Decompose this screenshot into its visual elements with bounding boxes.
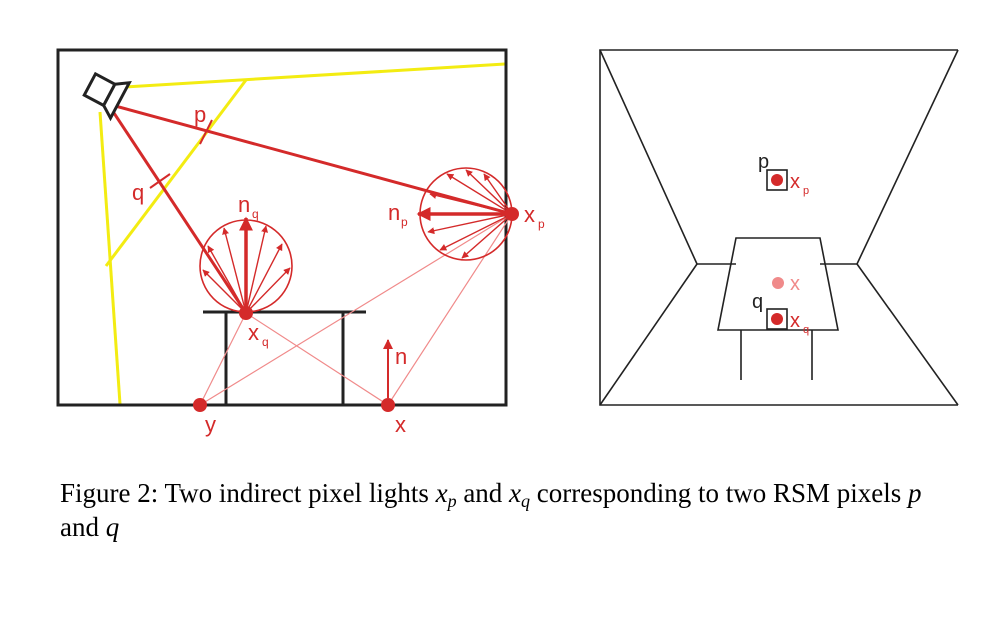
rsm-label-p: p [758,151,769,173]
label-y: y [205,412,216,437]
xq-point [239,306,253,320]
label-xp: x [524,202,535,227]
rsm-plane-line [104,79,248,267]
caption-prefix: Figure 2: Two indirect pixel lights [60,478,436,508]
tick-p [199,119,213,145]
caption-var-p: p [908,478,922,508]
ray-to-xp [107,102,513,216]
label-xq: x [248,320,259,345]
label-xp-sub: p [538,217,545,231]
spotlight-icon [82,71,132,122]
rsm-xp-point [771,174,783,186]
rsm-label-xq-sub: q [803,324,809,336]
xp-radiance-lobe [416,167,519,261]
xp-point [505,207,519,221]
label-nq-sub: q [252,207,259,221]
rsm-table-top [717,237,839,331]
left-panel-scene: p q n q n p x p x q n y x [56,48,545,437]
label-q: q [132,180,144,205]
caption-var-q: q [105,512,120,542]
ray-to-xq [106,103,248,314]
rsm-label-xq: x [790,310,800,332]
figure-caption: Figure 2: Two indirect pixel lights xp a… [60,476,960,544]
frustum-top-edge [107,62,506,90]
caption-var-xq-sub: q [521,491,531,511]
y-point [193,398,207,412]
rsm-pixel-q [766,308,788,330]
x-point [381,398,395,412]
caption-var-xp: x [435,478,448,508]
right-panel-rsm-view: p x p x q x q [599,49,959,406]
room-frame [56,48,508,407]
label-nq: n [238,192,250,217]
rsm-label-xp-sub: p [803,185,809,197]
label-n: n [395,344,407,369]
indirect-light-rays [199,213,513,406]
caption-var-xq: x [509,478,522,508]
label-x: x [395,412,406,437]
caption-middle: corresponding to two RSM pixels [530,478,909,508]
figure-2-illustration: p q n q n p x p x q n y x p x [56,48,959,437]
rsm-x-point [772,277,784,289]
caption-and-2: and [60,512,106,542]
rsm-frame [599,49,958,406]
label-np: n [388,200,400,225]
label-xq-sub: q [262,335,269,349]
frustum-left-edge [98,111,122,405]
rsm-pixel-p [766,169,788,191]
xq-radiance-lobe [199,216,293,320]
rsm-label-xp: x [790,171,800,193]
caption-var-xp-sub: p [447,491,457,511]
tick-q [149,173,171,189]
rsm-xq-point [771,313,783,325]
caption-and-1: and [456,478,510,508]
label-np-sub: p [401,215,408,229]
label-p: p [194,102,206,127]
rsm-label-x: x [790,273,800,295]
rsm-label-q: q [752,291,763,313]
